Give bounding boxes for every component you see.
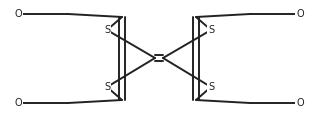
Text: S: S: [104, 82, 110, 92]
Text: O: O: [296, 9, 304, 19]
Text: O: O: [14, 98, 22, 108]
Text: S: S: [208, 82, 214, 92]
Text: S: S: [208, 25, 214, 35]
Text: O: O: [296, 98, 304, 108]
Text: S: S: [104, 25, 110, 35]
Text: O: O: [14, 9, 22, 19]
